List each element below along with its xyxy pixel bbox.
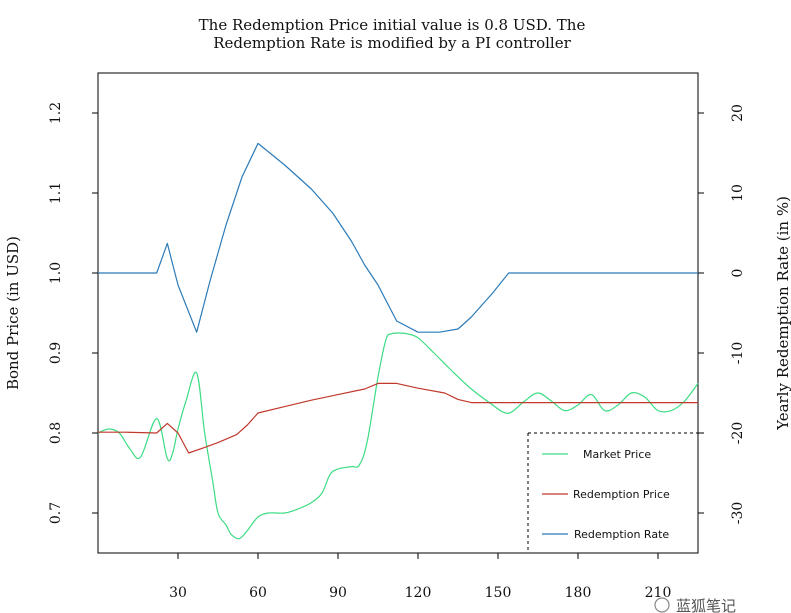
- legend-box: [527, 432, 698, 553]
- redemption-rate-line: [98, 142, 698, 333]
- market-price-line: [97, 332, 699, 540]
- y-left-tick-label: 1.1: [48, 182, 64, 204]
- chart-title: The Redemption Price initial value is 0.…: [199, 16, 586, 52]
- redemption-price-line: [98, 382, 698, 454]
- series-lines: [97, 142, 699, 540]
- legend: Market Price Redemption Price Redemption…: [527, 432, 698, 553]
- watermark: 蓝狐笔记: [654, 597, 736, 613]
- chart-title-line-2: Redemption Rate is modified by a PI cont…: [213, 34, 571, 52]
- x-tick-label: 150: [485, 585, 512, 601]
- y-left-tick-label: 0.8: [48, 422, 64, 444]
- y-right-tick-label: -30: [730, 502, 746, 525]
- y-axis-left-ticks: 0.7 0.8 0.9 1.0 1.1 1.2: [48, 102, 98, 524]
- watermark-text: 蓝狐笔记: [676, 597, 736, 613]
- y-right-tick-label: 0: [730, 269, 746, 278]
- y-right-tick-label: -20: [730, 422, 746, 445]
- y-axis-right-label: Yearly Redemption Rate (in %): [774, 196, 791, 431]
- y-left-tick-label: 0.7: [48, 502, 64, 524]
- y-left-tick-label: 1.0: [48, 262, 64, 284]
- y-axis-left-label: Bond Price (in USD): [4, 236, 22, 390]
- x-tick-label: 120: [405, 585, 432, 601]
- x-tick-label: 210: [645, 585, 672, 601]
- x-tick-label: 60: [249, 585, 267, 601]
- y-right-tick-label: -10: [730, 342, 746, 365]
- y-right-tick-label: 10: [730, 184, 746, 202]
- y-right-tick-label: 20: [730, 104, 746, 122]
- y-axis-right-ticks: -30 -20 -10 0 10 20: [698, 104, 746, 524]
- wechat-icon: [654, 597, 670, 613]
- x-axis-ticks: 30 60 90 120 150 180 210: [169, 553, 671, 601]
- chart-title-line-1: The Redemption Price initial value is 0.…: [199, 16, 586, 34]
- legend-label-redemption-rate: Redemption Rate: [574, 528, 669, 541]
- y-left-tick-label: 1.2: [48, 102, 64, 124]
- legend-label-market-price: Market Price: [583, 448, 651, 461]
- y-left-tick-label: 0.9: [48, 342, 64, 364]
- legend-label-redemption-price: Redemption Price: [573, 488, 670, 501]
- x-tick-label: 30: [169, 585, 187, 601]
- x-tick-label: 180: [565, 585, 592, 601]
- plot-frame: [97, 72, 699, 554]
- x-tick-label: 90: [329, 585, 347, 601]
